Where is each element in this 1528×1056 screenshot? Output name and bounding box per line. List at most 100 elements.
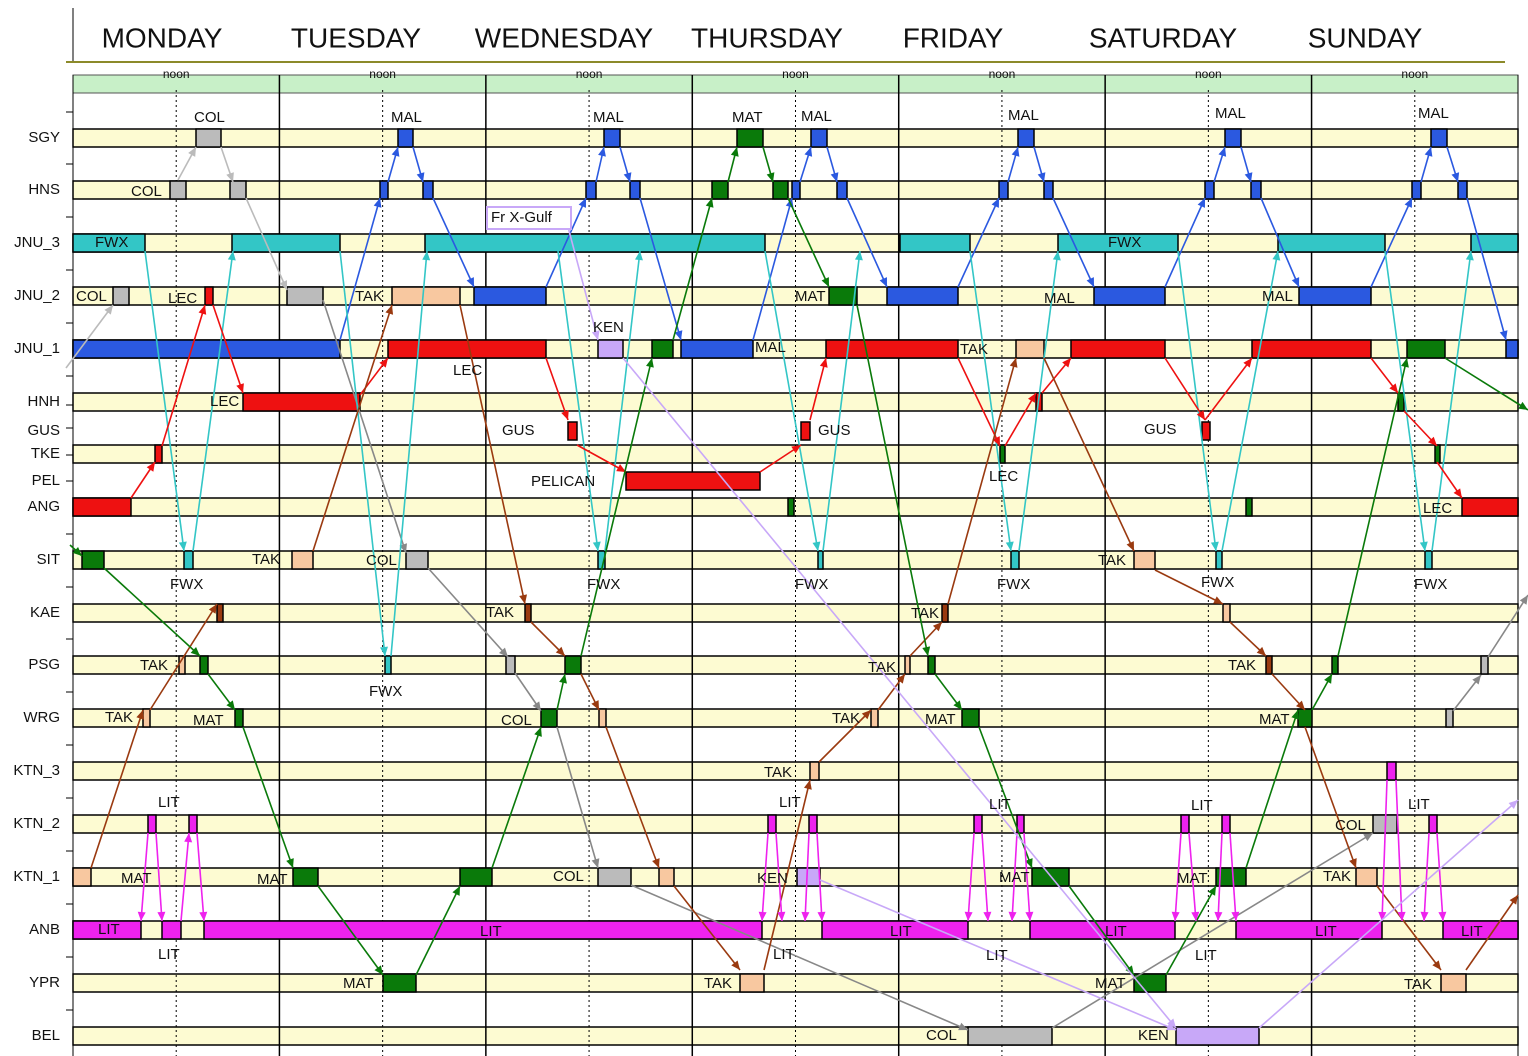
arrow-head: [416, 172, 425, 182]
day-title: THURSDAY: [691, 22, 843, 53]
arrow-head: [591, 700, 599, 710]
arrow-head: [879, 277, 887, 287]
arrow-head: [146, 462, 155, 472]
arrow-head: [1028, 393, 1036, 403]
route-arrow: [672, 197, 713, 341]
vessel-label: TAK: [140, 657, 168, 674]
route-arrow: [787, 197, 830, 288]
vessel-label: KEN: [593, 319, 624, 336]
vessel-block: [597, 339, 624, 359]
arrow-head: [1389, 383, 1398, 393]
arrow-head: [199, 911, 208, 921]
vessel-label: TAK: [252, 551, 280, 568]
vessel-label: FWX: [1201, 574, 1234, 591]
route-arrow: [1466, 197, 1507, 341]
route-arrow: [427, 567, 509, 658]
arrow-head: [1171, 911, 1180, 921]
arrow-head: [466, 277, 474, 287]
arrow-head: [804, 147, 813, 157]
arrow-head: [380, 646, 388, 656]
route-arrow: [752, 197, 793, 341]
port-label: HNS: [28, 181, 60, 198]
arrow-head: [1213, 596, 1223, 604]
vessel-block: [658, 867, 675, 887]
arrow-head: [932, 622, 942, 632]
vessel-label: COL: [76, 288, 107, 305]
day-title: MONDAY: [102, 22, 223, 53]
vessel-label: TAK: [764, 764, 792, 781]
vessel-label: FWX: [369, 683, 402, 700]
arrow-head: [1005, 541, 1014, 551]
vessel-block: [242, 392, 361, 412]
vessel-block: [767, 814, 777, 834]
arrow-head: [1052, 251, 1061, 261]
route-arrow: [1164, 357, 1206, 421]
vessel-block: [999, 444, 1006, 464]
vessel-label: GUS: [502, 422, 535, 439]
vessel-block: [112, 286, 130, 306]
port-label: HNH: [28, 393, 61, 410]
vessel-block: [787, 497, 795, 517]
arrow-head: [1197, 198, 1205, 208]
route-arrow: [822, 250, 861, 552]
arrow-head: [385, 305, 394, 315]
route-arrow: [846, 197, 888, 288]
route-arrow: [1051, 832, 1374, 1029]
vessel-block: [1180, 814, 1190, 834]
port-label: KTN_2: [13, 815, 60, 832]
arrow-head: [534, 727, 542, 737]
arrow-head: [758, 911, 767, 921]
arrow-head: [1126, 541, 1134, 551]
vessel-block: [382, 973, 417, 993]
port-label: GUS: [27, 422, 60, 439]
vessel-label: LIT: [1315, 923, 1337, 940]
vessel-label: COL: [1335, 817, 1366, 834]
vessel-block: [1175, 1026, 1260, 1046]
vessel-block: [821, 920, 969, 940]
port-label: WRG: [23, 709, 60, 726]
route-arrow: [809, 357, 827, 421]
vessel-block: [459, 867, 493, 887]
port-label: BEL: [32, 1027, 60, 1044]
arrow-head: [616, 464, 626, 472]
arrow-head: [598, 147, 606, 157]
vessel-block: [424, 233, 766, 253]
vessel-block: [154, 444, 163, 464]
arrow-head: [1499, 330, 1508, 340]
vessel-block: [629, 180, 641, 200]
arrow-head: [559, 674, 567, 684]
vessel-block: [1355, 867, 1378, 887]
vessel-block: [204, 286, 214, 306]
route-arrow: [161, 304, 206, 447]
vessel-block: [941, 603, 949, 623]
arrow-head: [236, 383, 244, 393]
vessel-block: [1406, 339, 1446, 359]
vessel-block: [585, 180, 597, 200]
arrow-head: [1404, 198, 1412, 208]
vessel-block: [1430, 128, 1448, 148]
vessel-label: LIT: [98, 921, 120, 938]
vessel-label: MAL: [755, 339, 786, 356]
route-arrow: [567, 226, 599, 341]
vessel-label: MAT: [257, 871, 288, 888]
arrow-head: [184, 833, 193, 843]
route-arrow: [978, 726, 1033, 869]
route-arrow: [957, 357, 1001, 447]
vessel-block: [810, 128, 828, 148]
arrow-head: [817, 911, 826, 921]
vessel-block: [886, 286, 959, 306]
vessel-block: [1386, 761, 1397, 781]
route-arrow: [180, 832, 190, 922]
route-arrow: [967, 832, 975, 922]
vessel-block: [1411, 180, 1422, 200]
vessel-label: TAK: [1098, 552, 1126, 569]
route-arrow: [856, 304, 929, 657]
route-arrow: [673, 885, 741, 971]
arrow-head: [1167, 1018, 1176, 1028]
vessel-block: [567, 421, 578, 441]
vessel-block: [1505, 339, 1519, 359]
arrow-head: [803, 780, 812, 790]
vessel-block: [161, 920, 182, 940]
vessel-label: PELICAN: [531, 473, 595, 490]
vessel-block: [1440, 973, 1467, 993]
